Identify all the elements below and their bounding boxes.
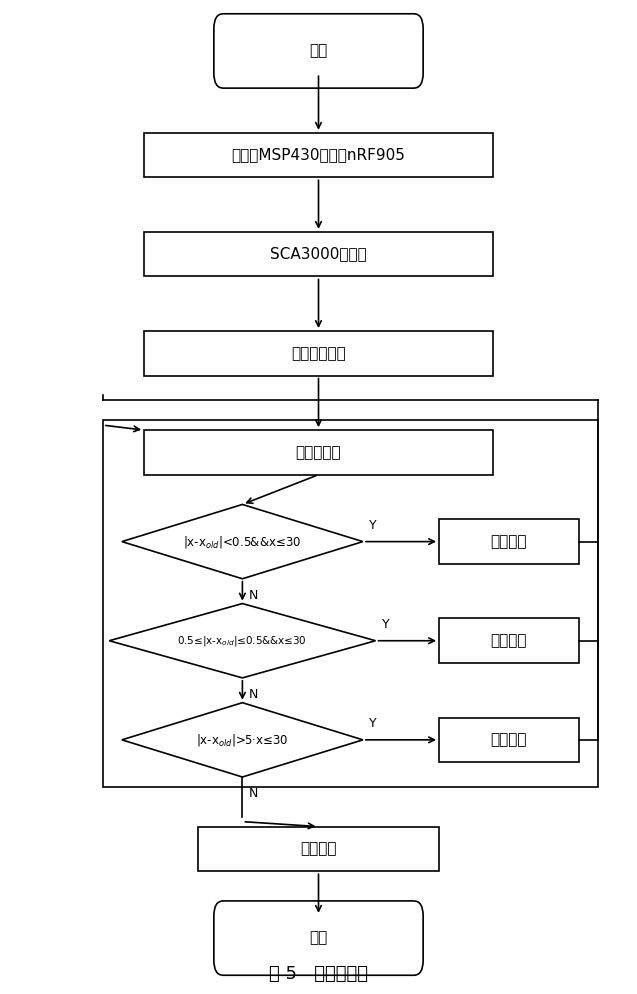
Bar [103, 420, 598, 787]
Text: 设置工作状态: 设置工作状态 [291, 346, 346, 361]
Text: 图 5   程序流程图: 图 5 程序流程图 [269, 965, 368, 983]
Text: 进入状态: 进入状态 [490, 534, 527, 549]
Text: |x-x$_{old}$|<0.5&&x≤30: |x-x$_{old}$|<0.5&&x≤30 [183, 534, 301, 550]
Bar [144, 133, 493, 177]
Text: 开始: 开始 [310, 44, 327, 59]
Text: |x-x$_{old}$|>5·x≤30: |x-x$_{old}$|>5·x≤30 [196, 732, 289, 747]
Text: N: N [248, 688, 258, 701]
Text: 0.5≤|x-x$_{old}$|≤0.5&&x≤30: 0.5≤|x-x$_{old}$|≤0.5&&x≤30 [178, 634, 307, 648]
Text: Y: Y [369, 519, 377, 532]
FancyBboxPatch shape [214, 14, 423, 88]
Text: Y: Y [382, 618, 390, 631]
Bar [144, 430, 493, 475]
FancyBboxPatch shape [214, 901, 423, 975]
Text: Y: Y [369, 717, 377, 730]
Text: 初始化MSP430、配置nRF905: 初始化MSP430、配置nRF905 [232, 147, 405, 163]
Text: N: N [248, 588, 258, 601]
Text: 测量倾斜角: 测量倾斜角 [296, 445, 341, 460]
Text: 进入状态: 进入状态 [490, 733, 527, 747]
Text: SCA3000初始化: SCA3000初始化 [270, 247, 367, 261]
Bar [439, 519, 578, 564]
Polygon shape [109, 603, 376, 678]
Text: 结束: 结束 [310, 930, 327, 945]
Polygon shape [122, 703, 363, 777]
Bar [439, 618, 578, 663]
Polygon shape [122, 504, 363, 579]
Text: 读取数据: 读取数据 [300, 841, 337, 857]
Bar [198, 827, 439, 871]
Text: 进入状态: 进入状态 [490, 633, 527, 648]
Bar [144, 331, 493, 376]
Bar [144, 232, 493, 276]
Bar [439, 718, 578, 762]
Text: N: N [248, 787, 258, 800]
